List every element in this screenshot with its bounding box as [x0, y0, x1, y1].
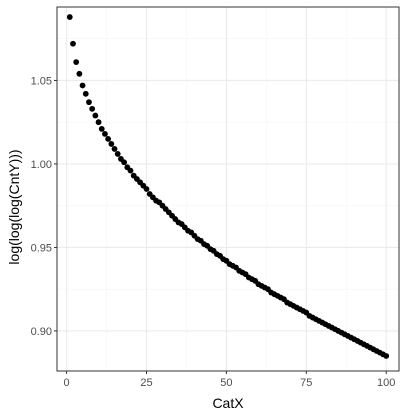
x-tick-label: 50: [220, 377, 232, 389]
data-point: [108, 141, 115, 147]
data-point: [111, 146, 118, 152]
data-point: [66, 14, 73, 20]
data-point: [121, 159, 128, 166]
data-point: [127, 167, 134, 174]
x-tick-label: 0: [64, 377, 70, 389]
data-points: [66, 14, 390, 359]
data-point: [86, 99, 92, 106]
minor-gridlines: [57, 7, 399, 371]
y-tick-label: 0.95: [31, 242, 52, 254]
data-point: [102, 130, 108, 137]
y-tick-label: 0.90: [31, 326, 52, 338]
data-point: [73, 59, 80, 66]
data-point: [76, 70, 83, 77]
x-axis-ticks: 0 25 50 75 100: [64, 371, 395, 389]
x-tick-label: 25: [140, 377, 152, 389]
data-point: [82, 90, 89, 97]
y-tick-label: 1.00: [31, 159, 52, 171]
data-point: [143, 186, 150, 192]
y-axis-title: log(log(log(CntY))): [6, 149, 22, 264]
data-point: [383, 353, 390, 359]
data-point: [98, 125, 105, 132]
data-point: [95, 119, 102, 126]
major-gridlines: [57, 7, 399, 371]
data-point: [92, 112, 99, 119]
data-point: [89, 105, 96, 112]
panel-border: [56, 6, 400, 372]
x-axis-title: CatX: [212, 395, 244, 411]
y-tick-label: 1.05: [31, 75, 52, 87]
data-point: [79, 82, 86, 89]
data-point: [70, 40, 76, 47]
y-axis-ticks: 0.90 0.95 1.00 1.05: [31, 75, 57, 338]
data-point: [105, 136, 112, 142]
x-tick-label: 75: [300, 377, 312, 389]
data-point: [114, 151, 121, 157]
x-tick-label: 100: [377, 377, 395, 389]
